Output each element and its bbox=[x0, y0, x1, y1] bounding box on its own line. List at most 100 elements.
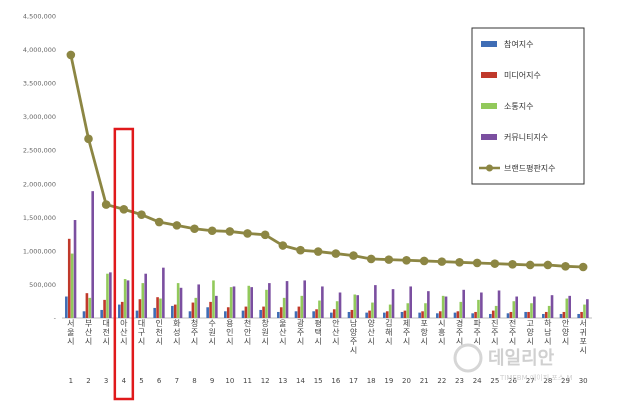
x-axis: 서 울 시 부 산 시 대 전 시 아 산 시 대 구 시 인 천 시 화 성 시 청 주 시 수 원 시 용 인 시 천 안 시 창 원 시 울 산 시 광… bbox=[67, 318, 587, 385]
rank-label: 29 bbox=[561, 377, 570, 385]
rank-label: 16 bbox=[331, 377, 340, 385]
y-axis: 4,500,000 4,000,000 3,500,000 3,000,000 2,50… bbox=[23, 13, 592, 323]
rank-label: 15 bbox=[314, 377, 323, 385]
bar bbox=[497, 290, 501, 318]
bar bbox=[471, 313, 474, 318]
legend-swatch bbox=[481, 103, 497, 109]
bar bbox=[350, 309, 354, 318]
bar bbox=[153, 307, 156, 318]
bar bbox=[383, 312, 386, 318]
rank-label: 22 bbox=[437, 377, 446, 385]
bar bbox=[403, 310, 407, 318]
bar bbox=[580, 311, 583, 318]
rank-label: 28 bbox=[543, 377, 552, 385]
bar bbox=[176, 283, 180, 318]
line-point bbox=[66, 50, 76, 60]
bar bbox=[321, 286, 324, 318]
highlight-box bbox=[113, 127, 135, 401]
line-point bbox=[84, 134, 93, 144]
bar bbox=[82, 311, 86, 318]
bar bbox=[565, 298, 569, 318]
y-tick-label: 4,000,000 bbox=[23, 46, 56, 54]
bar bbox=[123, 279, 127, 318]
bar bbox=[250, 287, 253, 318]
legend-swatch bbox=[486, 164, 493, 172]
bar bbox=[489, 313, 492, 318]
bar bbox=[353, 294, 357, 318]
rank-label: 25 bbox=[490, 377, 499, 385]
bar bbox=[356, 295, 359, 318]
bar bbox=[524, 311, 527, 318]
line-point bbox=[260, 230, 270, 240]
bar bbox=[559, 313, 563, 318]
bar bbox=[385, 311, 389, 318]
rank-label: 8 bbox=[192, 377, 196, 385]
bar bbox=[103, 299, 106, 318]
bar bbox=[491, 310, 495, 318]
bar bbox=[568, 295, 571, 318]
line-point bbox=[331, 249, 341, 258]
bar bbox=[120, 301, 124, 318]
rank-label: 9 bbox=[210, 377, 214, 385]
rank-label: 10 bbox=[225, 377, 234, 385]
bar bbox=[318, 300, 321, 318]
bar bbox=[527, 311, 530, 318]
bar bbox=[268, 283, 271, 318]
rank-label: 11 bbox=[243, 377, 252, 385]
rank-label: 18 bbox=[367, 377, 376, 385]
y-tick-label: 1,500,000 bbox=[23, 214, 56, 222]
rank-label: 6 bbox=[157, 377, 162, 385]
rank-label: 14 bbox=[296, 377, 305, 385]
bar bbox=[85, 293, 89, 318]
bar bbox=[515, 296, 518, 318]
bar bbox=[506, 313, 510, 318]
bar bbox=[229, 287, 233, 318]
bar bbox=[586, 299, 589, 318]
bar bbox=[224, 311, 227, 318]
bar bbox=[232, 286, 236, 318]
bar bbox=[194, 297, 198, 318]
bar bbox=[330, 312, 333, 318]
bar bbox=[209, 301, 212, 318]
bar bbox=[332, 309, 336, 318]
line-point bbox=[455, 257, 464, 267]
y-tick-label: 1,000,000 bbox=[23, 247, 56, 255]
legend-label: 브랜드평판지수 bbox=[504, 163, 556, 173]
bar bbox=[300, 295, 304, 318]
bar bbox=[421, 311, 424, 318]
bar bbox=[279, 307, 283, 318]
bar bbox=[144, 273, 147, 318]
y-tick-label: 3,000,000 bbox=[23, 113, 56, 121]
bar bbox=[388, 304, 392, 318]
bar bbox=[188, 311, 192, 318]
legend-swatch bbox=[481, 41, 497, 47]
bar bbox=[179, 287, 183, 318]
bar bbox=[365, 312, 368, 318]
bar bbox=[583, 304, 586, 318]
bar bbox=[191, 302, 195, 318]
bar bbox=[577, 313, 580, 318]
bar bbox=[247, 285, 251, 318]
line-point bbox=[190, 224, 199, 234]
line-point bbox=[137, 210, 146, 219]
watermark-sub: TIMEBM 에이피 포스 M bbox=[499, 373, 573, 382]
bar bbox=[512, 301, 516, 318]
line-point bbox=[243, 229, 252, 238]
legend-label: 커뮤니티지수 bbox=[504, 132, 548, 142]
bar bbox=[262, 306, 265, 318]
y-tick-label: 500,000 bbox=[29, 281, 56, 289]
